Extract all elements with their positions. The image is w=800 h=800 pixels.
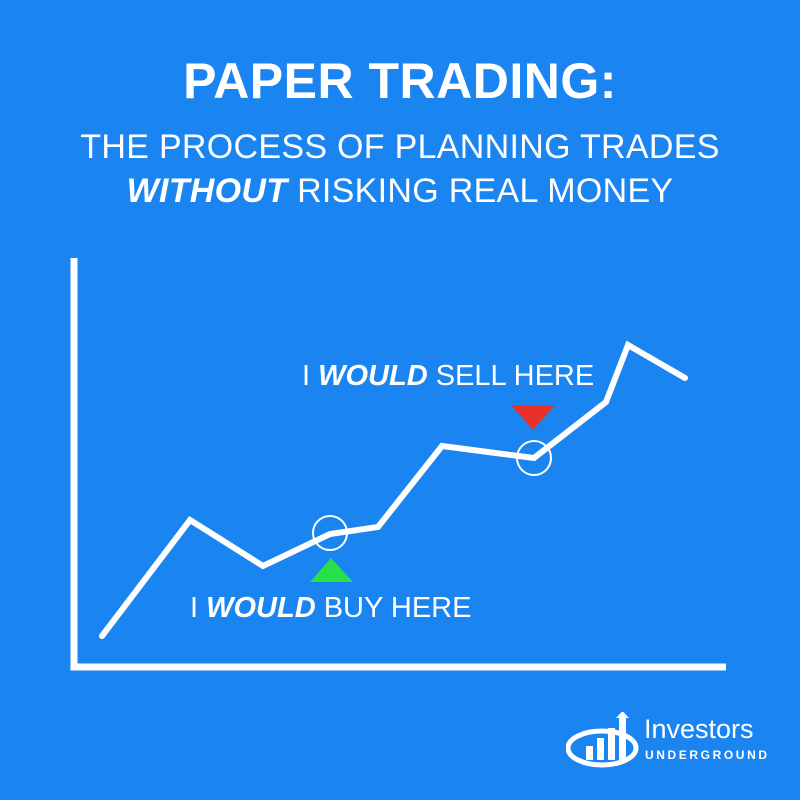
- sell-marker-triangle: [511, 405, 555, 430]
- buy-annotation: I WOULD BUY HERE: [190, 592, 471, 624]
- buy-annotation-emphasis: WOULD: [206, 592, 316, 624]
- sell-annotation-rest: SELL HERE: [428, 360, 595, 392]
- brand-logo: Investors UNDERGROUND: [566, 712, 767, 772]
- subtitle-line-1: THE PROCESS OF PLANNING TRADES: [80, 128, 720, 166]
- buy-point-circle: [312, 515, 348, 551]
- chart-axes: [70, 258, 726, 671]
- buy-marker-triangle: [310, 558, 353, 582]
- sell-annotation-prefix: I: [302, 360, 318, 392]
- sell-point-circle: [516, 440, 552, 476]
- sell-annotation-emphasis: WOULD: [318, 360, 428, 392]
- buy-annotation-rest: BUY HERE: [316, 592, 472, 624]
- subtitle-line-2: WITHOUT RISKING REAL MONEY: [0, 172, 800, 211]
- logo-subtitle: UNDERGROUND: [645, 748, 770, 762]
- logo-name: Investors: [644, 714, 754, 744]
- page-title: PAPER TRADING:: [183, 53, 617, 109]
- buy-annotation-prefix: I: [190, 592, 206, 624]
- price-line: [99, 340, 688, 639]
- sell-annotation: I WOULD SELL HERE: [302, 360, 594, 392]
- subtitle-emphasis: WITHOUT: [126, 172, 288, 210]
- subtitle-rest: RISKING REAL MONEY: [287, 172, 674, 210]
- bar-chart-icon: [566, 712, 639, 768]
